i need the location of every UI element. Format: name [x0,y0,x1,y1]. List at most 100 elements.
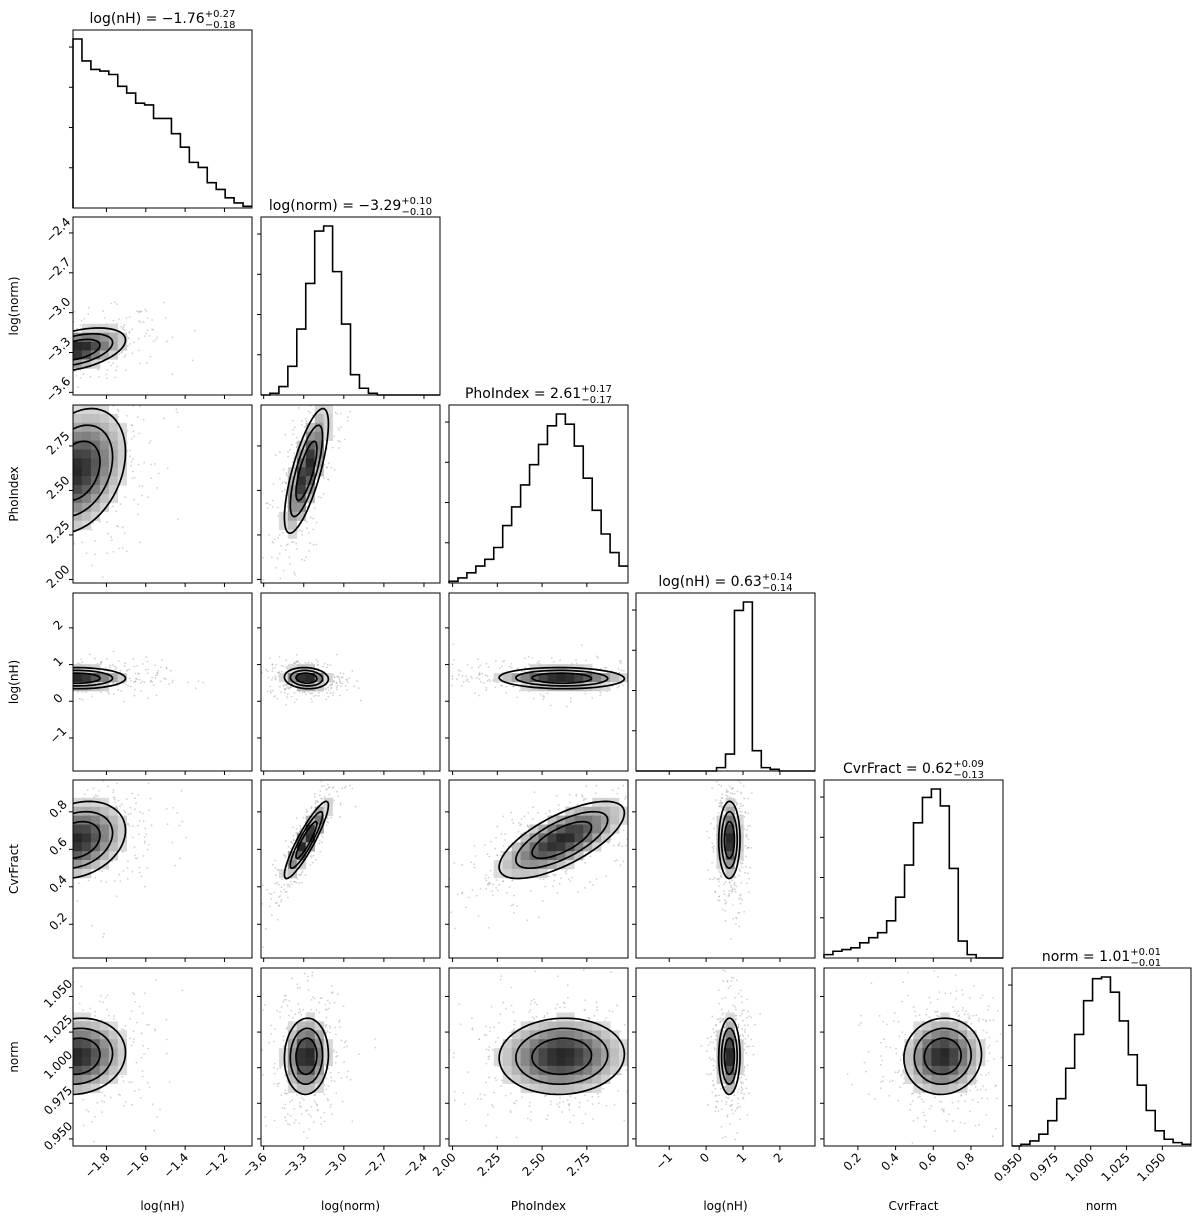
x-tick-label: 0.4 [878,1150,901,1173]
x-tick-label: −3.3 [279,1150,310,1181]
panel-frame [260,404,441,584]
scatter-panel-CvrFract-vs-PhoIndex [445,779,629,962]
y-tick-label: 0.2 [46,910,69,933]
scatter-panel-PhoIndex-vs-lognH1 [69,404,253,587]
y-tick-label: −1 [47,724,69,746]
y-tick-label: 0.8 [46,797,69,820]
y-tick-label: 2.00 [44,562,73,591]
histogram-PhoIndex: PhoIndex = 2.61+0.17 −0.17 [445,384,629,587]
y-tick-label: 1.050 [41,977,75,1011]
y-axis-label: CvrFract [7,844,21,894]
y-tick-label: −3.3 [43,334,74,365]
x-tick-label: 2.50 [519,1150,548,1179]
scatter-panel-lognorm-vs-lognH1 [69,216,253,399]
panel-frame [72,404,253,584]
x-tick-label: 2.00 [430,1150,459,1179]
x-axis-label: log(norm) [321,1199,380,1213]
scatter-panel-CvrFract-vs-lognorm [257,779,441,962]
histogram-step-line [823,788,1003,959]
y-axis-label: norm [7,1041,21,1072]
histogram-step-line [1012,976,1191,1147]
y-tick-label: 1.000 [41,1048,75,1082]
scatter-panel-PhoIndex-vs-lognorm [257,404,441,587]
scatter-panel-norm-vs-lognH2 [632,967,816,1150]
x-tick-label: 0.950 [991,1150,1025,1184]
histogram-CvrFract: CvrFract = 0.62+0.09 −0.13 [820,759,1004,962]
x-tick-label: 0.8 [954,1150,977,1173]
x-tick-label: −1.2 [200,1150,231,1181]
x-tick-label: 2.25 [475,1150,504,1179]
panel-frame [448,404,629,584]
scatter-panel-norm-vs-lognH1 [69,967,253,1150]
y-axis-label: PhoIndex [7,466,21,521]
y-tick-label: 0.6 [46,835,69,858]
panel-frame [72,592,253,772]
scatter-panel-norm-vs-CvrFract [820,967,1004,1150]
histogram-title: norm = 1.01+0.01 −0.01 [1042,947,1161,969]
x-tick-label: −1.8 [82,1150,113,1181]
panel-frame [448,967,629,1147]
x-axis-label: PhoIndex [511,1199,566,1213]
panel-frame [448,779,629,959]
y-tick-label: 2 [51,617,66,632]
histogram-lognorm: log(norm) = −3.29+0.10 −0.10 [257,196,441,399]
x-tick-label: 2.75 [564,1150,593,1179]
panel-frame [260,216,441,396]
histogram-title: CvrFract = 0.62+0.09 −0.13 [843,759,984,781]
y-axis-label: log(norm) [7,276,21,335]
y-tick-label: 1.025 [41,1012,75,1046]
scatter-panel-norm-vs-PhoIndex [445,967,629,1150]
y-tick-label: 0 [51,691,66,706]
x-axis-label: log(nH) [703,1199,747,1213]
x-tick-label: 1.000 [1063,1150,1097,1184]
y-tick-label: 0.4 [46,872,69,895]
scatter-panel-lognH2-vs-lognorm [257,592,441,775]
histogram-step-line [72,38,252,208]
scatter-panel-norm-vs-lognorm [257,967,441,1150]
x-tick-label: −1.4 [161,1150,192,1181]
x-tick-label: −1 [653,1150,675,1172]
histogram-title: PhoIndex = 2.61+0.17 −0.17 [465,384,612,406]
panel-frame [823,967,1004,1147]
histogram-title: log(norm) = −3.29+0.10 −0.10 [269,196,432,218]
panel-frame [635,967,816,1147]
histogram-title: log(nH) = −1.76+0.27 −0.18 [89,9,235,31]
panel-frame [635,592,816,772]
x-tick-label: −3.0 [319,1150,350,1181]
histogram-lognH2: log(nH) = 0.63+0.14 −0.14 [632,572,816,775]
histogram-norm: norm = 1.01+0.01 −0.01 [1008,947,1192,1150]
x-tick-label: 0.2 [841,1150,864,1173]
y-tick-label: −2.4 [43,215,74,246]
histogram-step-line [448,413,628,583]
x-tick-label: 0.975 [1027,1150,1061,1184]
x-tick-label: −2.4 [400,1150,431,1181]
histogram-lognH1: log(nH) = −1.76+0.27 −0.18 [69,9,253,212]
y-tick-label: 2.50 [44,473,73,502]
x-tick-label: 1.050 [1134,1150,1168,1184]
x-tick-label: −2.7 [360,1150,391,1181]
y-tick-label: 0.950 [41,1119,75,1153]
x-axis-label: CvrFract [888,1199,938,1213]
x-tick-label: 0 [697,1150,712,1165]
panel-frame [823,779,1004,959]
panel-frame [1011,967,1192,1147]
x-tick-label: 1.025 [1099,1150,1133,1184]
x-tick-label: 0.6 [916,1150,939,1173]
x-tick-label: 1 [734,1150,749,1165]
y-tick-label: 0.975 [41,1083,75,1117]
scatter-panel-lognH2-vs-lognH1 [69,592,253,775]
y-tick-label: −3.0 [43,295,74,326]
scatter-panel-lognH2-vs-PhoIndex [445,592,629,775]
y-tick-label: 2.25 [44,518,73,547]
panel-frame [72,216,253,396]
scatter-panel-CvrFract-vs-lognH2 [632,779,816,962]
x-tick-label: 2 [771,1150,786,1165]
y-tick-label: 1 [51,654,66,669]
y-tick-label: −2.7 [43,255,74,286]
y-tick-label: −3.6 [43,374,74,405]
panel-frame [635,779,816,959]
panel-frame [260,967,441,1147]
y-tick-label: 2.75 [44,429,73,458]
panel-frame [260,779,441,959]
